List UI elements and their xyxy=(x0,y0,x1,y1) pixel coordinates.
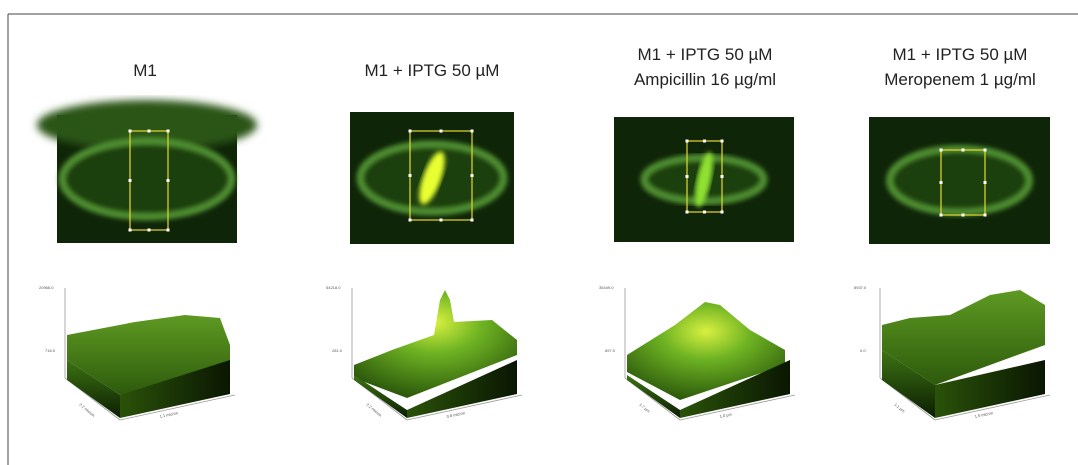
neighbour-cell-glow xyxy=(37,100,257,150)
panel-title: Ampicillin 16 µg/ml xyxy=(634,70,776,89)
panel: M1 + IPTG 50 µM Meropenem 1 µg/ml 8937.0 0.… xyxy=(854,45,1051,421)
roi-handle xyxy=(408,174,412,177)
panel-title: Meropenem 1 µg/ml xyxy=(884,70,1036,89)
panel-title: M1 xyxy=(133,61,157,80)
roi-handle xyxy=(439,129,443,133)
x-axis xyxy=(119,394,236,421)
roi-handle xyxy=(147,228,151,232)
roi-handle xyxy=(128,228,132,232)
z-max-label: 54218.0 xyxy=(326,285,341,290)
x-axis-label: 1.1 micron xyxy=(159,410,178,419)
surface-side xyxy=(680,360,790,418)
x-axis-label: 1.0 µm xyxy=(719,411,733,419)
surface-front xyxy=(627,375,680,418)
roi-handle xyxy=(720,175,724,178)
fluorescent-spot xyxy=(695,152,713,207)
roi-handle xyxy=(983,148,987,152)
fluorescent-spot xyxy=(419,151,445,205)
panel-title: M1 + IPTG 50 µM xyxy=(638,45,773,64)
roi-handle xyxy=(685,139,689,143)
surface-top xyxy=(354,290,517,398)
roi-handle xyxy=(470,218,474,222)
roi-handle xyxy=(685,210,689,214)
roi-handle xyxy=(166,228,170,232)
surface-top xyxy=(627,302,785,400)
roi-handle xyxy=(166,179,170,182)
roi-handle xyxy=(939,148,943,152)
x-axis xyxy=(934,394,1051,421)
z-min-label: 697.0 xyxy=(605,348,616,353)
x-axis-label: 0.8 micron xyxy=(446,410,465,419)
x-axis-label: 1.5 micron xyxy=(974,410,993,419)
panel-title: M1 + IPTG 50 µM xyxy=(893,45,1028,64)
roi-handle xyxy=(408,218,412,222)
z-max-label: 35449.0 xyxy=(599,285,614,290)
roi-handle xyxy=(720,210,724,214)
surface-front xyxy=(882,350,935,418)
roi-handle xyxy=(439,218,443,222)
roi-handle xyxy=(128,179,132,182)
roi-handle xyxy=(961,148,965,152)
surface-top xyxy=(882,290,1045,385)
roi-handle xyxy=(939,213,943,217)
roi-handle xyxy=(720,139,724,143)
roi-handle xyxy=(166,129,170,133)
panel-title: M1 + IPTG 50 µM xyxy=(365,61,500,80)
surface-front xyxy=(354,375,407,418)
roi-handle xyxy=(961,213,965,217)
surface-side xyxy=(407,360,517,418)
panel: M1 + IPTG 50 µM Ampicillin 16 µg/ml 35449.… xyxy=(599,45,796,421)
roi-handle xyxy=(128,129,132,133)
roi-handle xyxy=(983,181,987,184)
z-max-label: 8937.0 xyxy=(854,285,867,290)
roi-handle xyxy=(703,210,706,214)
roi-handle xyxy=(703,139,706,143)
surface-front xyxy=(67,360,120,418)
roi-handle xyxy=(685,175,689,178)
z-max-label: 20966.0 xyxy=(39,285,54,290)
z-min-label: 716.0 xyxy=(45,348,56,353)
panel: M1 20966.0 716.0 2.2 micron 1.1 micron xyxy=(37,61,257,421)
z-min-label: 281.0 xyxy=(332,348,343,353)
roi-handle xyxy=(408,129,412,133)
surface-side xyxy=(120,360,230,418)
y-axis-label: 1.7 µm xyxy=(638,402,651,414)
surface-side xyxy=(935,360,1045,418)
roi-handle xyxy=(983,213,987,217)
z-min-label: 0.0 xyxy=(860,348,866,353)
y-axis-label: 1.1 µm xyxy=(893,402,906,414)
roi-handle xyxy=(939,181,943,184)
roi-handle xyxy=(470,129,474,133)
cell-body xyxy=(886,145,1033,216)
y-axis-label: 2.2 micron xyxy=(365,402,383,418)
roi-handle xyxy=(147,129,151,133)
roi-handle xyxy=(470,174,474,177)
panel: M1 + IPTG 50 µM 54218.0 281.0 2.2 micron 0.8… xyxy=(326,61,523,421)
x-axis xyxy=(406,394,523,421)
x-axis xyxy=(679,394,796,421)
y-axis-label: 2.2 micron xyxy=(78,402,96,418)
